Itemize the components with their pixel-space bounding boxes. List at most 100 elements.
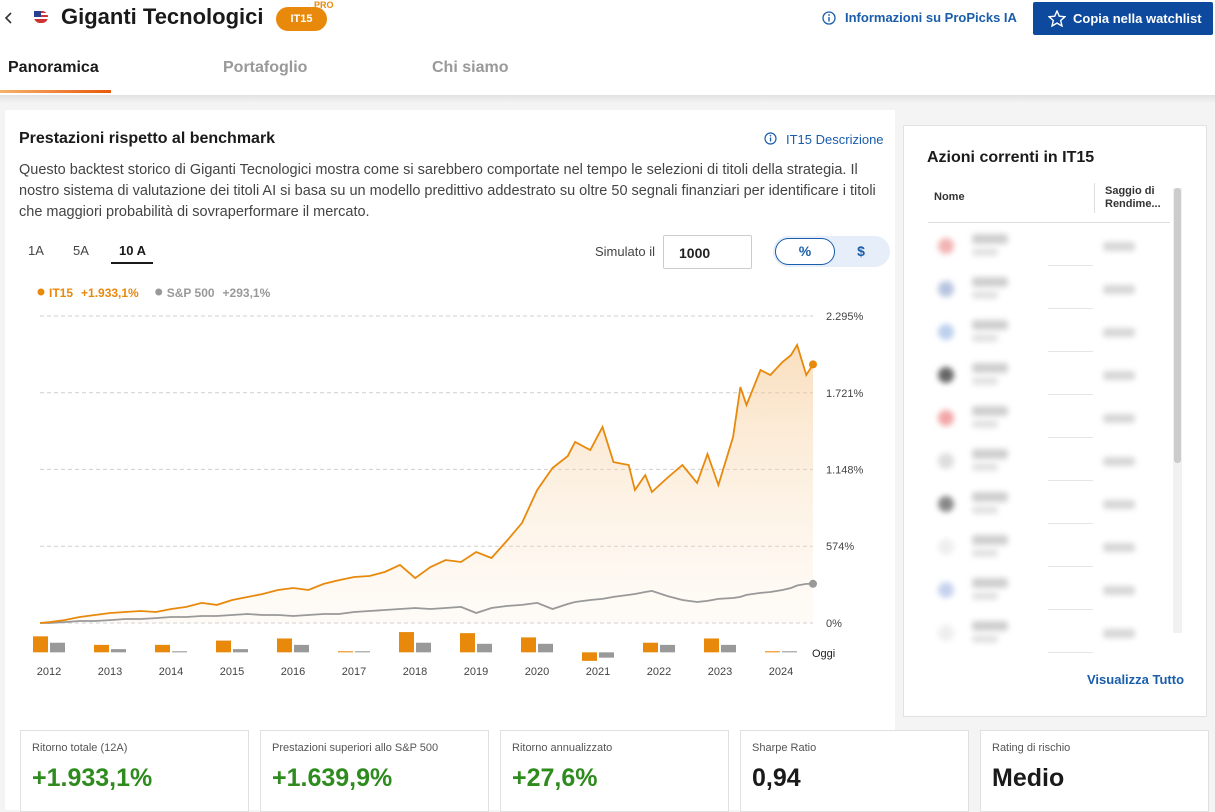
period-tab[interactable]: 5A — [73, 243, 89, 258]
metric-card: Ritorno totale (12A) +1.933,1% — [20, 730, 249, 812]
tab[interactable]: Portafoglio — [223, 59, 308, 76]
metric-label: Ritorno totale (12A) — [32, 742, 128, 754]
back-arrow[interactable] — [4, 11, 14, 25]
shadow — [0, 95, 1215, 103]
blurred-cell — [972, 406, 1008, 416]
metric-card: Rating di rischio Medio — [980, 730, 1209, 812]
bar — [277, 638, 292, 653]
x-tick-label: 2012 — [37, 666, 61, 678]
row-divider — [1048, 437, 1093, 438]
bar — [643, 642, 658, 653]
blurred-cell — [972, 506, 998, 514]
blurred-cell — [1103, 629, 1135, 638]
column-divider — [1094, 183, 1095, 213]
end-marker — [809, 360, 817, 369]
unit-option[interactable]: % — [775, 238, 835, 265]
legend-dot — [155, 288, 163, 296]
y-tick-label: 574% — [826, 541, 854, 553]
x-tick-label: 2014 — [159, 666, 183, 678]
blurred-cell — [938, 367, 954, 383]
blurred-cell — [1103, 328, 1135, 337]
blurred-cell — [938, 238, 954, 254]
x-tick-label: 2021 — [586, 666, 610, 678]
legend-value: +1.933,1% — [81, 286, 139, 300]
bar — [338, 651, 353, 653]
bar — [538, 643, 553, 653]
row-divider — [1048, 523, 1093, 524]
x-tick-label: 2017 — [342, 666, 366, 678]
blurred-cell — [938, 324, 954, 340]
blurred-cell — [938, 539, 954, 555]
blurred-cell — [1103, 371, 1135, 380]
metric-value: +1.639,9% — [272, 764, 393, 792]
metric-card: Sharpe Ratio 0,94 — [740, 730, 969, 812]
y-tick-label: 2.295% — [826, 311, 864, 323]
blurred-cell — [972, 248, 998, 256]
row-divider — [1048, 652, 1093, 653]
blurred-cell — [972, 592, 998, 600]
us-flag — [34, 11, 48, 23]
metric-value: Medio — [992, 764, 1065, 792]
tab-underline — [0, 90, 111, 93]
simulate-input[interactable]: 1000 — [663, 235, 752, 269]
badge-sup: PRO — [314, 0, 334, 10]
info-link[interactable]: Informazioni su ProPicks IA — [845, 10, 1017, 25]
blurred-cell — [938, 281, 954, 297]
series-line — [39, 342, 814, 624]
metric-value: 0,94 — [752, 764, 801, 792]
chart: 2.295% 1.721% 1.148% 574% 0% IT15 +1.933,1% S&P… — [33, 286, 864, 678]
blurred-cell — [972, 291, 998, 299]
metric-label: Ritorno annualizzato — [512, 742, 613, 754]
row-divider — [1048, 480, 1093, 481]
blurred-cell — [938, 496, 954, 512]
legend-name: S&P 500 — [167, 286, 215, 300]
bar — [599, 652, 614, 658]
bar — [50, 642, 65, 653]
legend-dot — [37, 288, 45, 296]
star-icon — [1048, 10, 1066, 27]
row-divider — [1048, 351, 1093, 352]
x-tick-label: 2018 — [403, 666, 427, 678]
blurred-cell — [972, 334, 998, 342]
metric-value: +27,6% — [512, 764, 598, 792]
legend-name: IT15 — [49, 286, 73, 300]
bar — [399, 632, 414, 653]
x-tick-label: 2023 — [708, 666, 732, 678]
bar — [155, 644, 170, 653]
holdings-title: Azioni correnti in IT15 — [927, 149, 1095, 166]
bar — [111, 649, 126, 653]
blurred-cell — [972, 578, 1008, 588]
bar — [521, 637, 536, 653]
metric-label: Sharpe Ratio — [752, 742, 817, 754]
watchlist-button[interactable]: Copia nella watchlist — [1033, 2, 1213, 35]
period-tab[interactable]: 10 A — [119, 243, 146, 258]
simulate-label: Simulato il — [595, 244, 655, 259]
annotation: Oggi — [812, 648, 835, 660]
bar — [765, 651, 780, 653]
end-marker — [809, 579, 817, 588]
blurred-cell — [1103, 543, 1135, 552]
tab[interactable]: Chi siamo — [432, 59, 509, 76]
blurred-cell — [1103, 414, 1135, 423]
x-tick-label: 2022 — [647, 666, 671, 678]
blurred-cell — [972, 377, 998, 385]
description-link[interactable]: IT15 Descrizione — [786, 132, 884, 147]
holdings-rows — [928, 222, 1173, 653]
area-fill — [40, 345, 813, 623]
blurred-cell — [1103, 242, 1135, 251]
info-icon — [822, 11, 836, 25]
x-tick-label: 2024 — [769, 666, 793, 678]
info-icon — [764, 132, 777, 145]
period-tab[interactable]: 1A — [28, 243, 44, 258]
holdings-panel — [903, 125, 1207, 717]
view-all-link[interactable]: Visualizza Tutto — [1087, 672, 1185, 687]
blurred-cell — [1103, 457, 1135, 466]
blurred-cell — [972, 492, 1008, 502]
blurred-cell — [972, 449, 1008, 459]
metric-value: +1.933,1% — [32, 764, 153, 792]
row-divider — [928, 222, 1170, 223]
blurred-cell — [972, 234, 1008, 244]
blurred-cell — [938, 410, 954, 426]
tab[interactable]: Panoramica — [8, 59, 99, 76]
unit-option[interactable]: $ — [857, 243, 865, 259]
